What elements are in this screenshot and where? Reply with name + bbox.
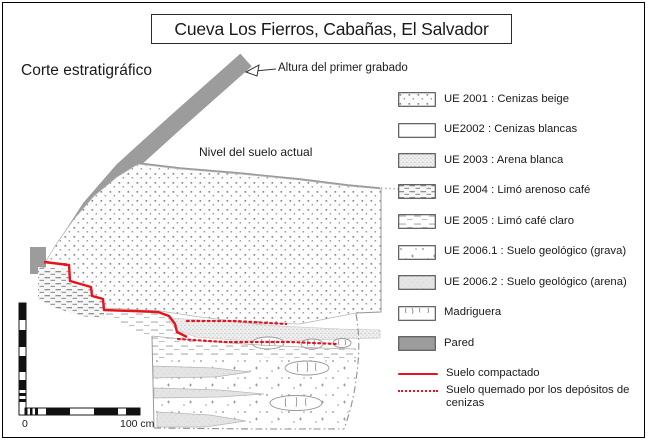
- legend-label-ue2001: UE 2001 : Cenizas beige: [444, 92, 569, 105]
- engraving-height-label: Altura del primer grabado: [278, 62, 408, 74]
- engraving-height-arrow: [244, 64, 277, 77]
- wall-foot: [30, 247, 46, 274]
- legend-label-suelo-quemado: Suelo quemado por los depósitos de ceniz…: [446, 383, 630, 410]
- legend-row-pared: Pared: [398, 336, 646, 351]
- pared-swatch: [398, 336, 436, 351]
- ue2004-silt-wedge: [38, 267, 120, 320]
- legend-label-madriguera: Madriguera: [444, 306, 502, 319]
- ue2005-swatch: [398, 214, 436, 229]
- scale-zero-label: 0: [22, 418, 28, 430]
- dotted-red-line-key: [398, 389, 438, 392]
- legend-label-ue2003: UE 2003 : Arena blanca: [444, 153, 564, 166]
- legend-row-madriguera: Madriguera: [398, 305, 646, 321]
- scale-max-label: 100 cm: [120, 418, 155, 430]
- legend-label-suelo-compactado: Suelo compactado: [446, 366, 540, 379]
- scale-bar-vertical: [18, 302, 27, 416]
- block-right-edge-dashdot: [343, 313, 360, 430]
- madriguera-lenses: [251, 336, 352, 411]
- burned-soil-dotted-line-upper: [185, 319, 288, 326]
- deposit-right-edge: [355, 189, 382, 314]
- legend-row-ue2006-2: UE 2006.2 : Suelo geológico (arena): [398, 275, 646, 290]
- ue2003-swatch: [398, 153, 436, 168]
- compacted-soil-red-line: [43, 260, 188, 339]
- legend-label-ue2006-2: UE 2006.2 : Suelo geológico (arena): [444, 275, 627, 288]
- block-left-edge: [151, 335, 155, 429]
- ue2004-swatch: [398, 183, 436, 199]
- legend-row-ue2006-1: UE 2006.1 : Suelo geológico (grava): [398, 244, 646, 260]
- ue2005-silt-wedge: [104, 311, 186, 340]
- page-title: Cueva Los Fierros, Cabañas, El Salvador: [174, 18, 489, 39]
- section-type-label: Corte estratigráfico: [21, 62, 152, 79]
- scale-bar-horizontal: [24, 407, 141, 416]
- ue2006-2-swatch: [398, 275, 436, 290]
- legend-row-ue2003: UE 2003 : Arena blanca: [398, 153, 646, 168]
- legend-row-ue2005: UE 2005 : Limó café claro: [398, 214, 646, 229]
- legend-label-ue2006-1: UE 2006.1 : Suelo geológico (grava): [444, 245, 627, 258]
- ue2006-1-swatch: [398, 244, 436, 260]
- block-bottom-edge-dashdot: [153, 427, 344, 430]
- title-box: Cueva Los Fierros, Cabañas, El Salvador: [151, 14, 512, 44]
- ground-surface-dotted-continuation: [380, 187, 400, 190]
- geological-block: [151, 313, 360, 430]
- legend-row-suelo-quemado: Suelo quemado por los depósitos de ceniz…: [398, 384, 646, 411]
- legend-label-pared: Pared: [444, 336, 475, 349]
- ue2006-2-sand-lens-3: [156, 411, 247, 428]
- ue2005-top-layer: [152, 336, 356, 360]
- legend-row-ue2004: UE 2004 : Limó arenoso café: [398, 183, 646, 199]
- ground-level-label: Nivel del suelo actual: [199, 145, 313, 159]
- solid-red-line-key: [398, 372, 438, 375]
- ue2001-swatch: [398, 92, 436, 107]
- legend-label-ue2004: UE 2004 : Limó arenoso café: [444, 184, 591, 197]
- legend-row-ue2002: UE2002 : Cenizas blancas: [398, 122, 646, 138]
- madriguera-swatch: [398, 305, 436, 321]
- ue2006-2-sand-lens-2: [153, 387, 265, 399]
- burned-soil-dotted-line-lower: [176, 337, 339, 346]
- ue2001-deposit: [45, 163, 382, 325]
- ue2002-swatch: [398, 122, 436, 138]
- legend-row-suelo-compactado: Suelo compactado: [398, 367, 646, 380]
- legend-line-items: Suelo compactado Suelo quemado por los d…: [398, 367, 646, 411]
- ue2003-sand-band: [167, 317, 381, 342]
- ground-surface-line: [137, 162, 381, 189]
- legend-row-ue2001: UE 2001 : Cenizas beige: [398, 92, 646, 107]
- legend: UE 2001 : Cenizas beige UE2002 : Cenizas…: [398, 92, 646, 414]
- legend-label-ue2005: UE 2005 : Limó café claro: [444, 214, 574, 227]
- legend-label-ue2002: UE2002 : Cenizas blancas: [444, 123, 578, 136]
- figure-border: [2, 2, 645, 438]
